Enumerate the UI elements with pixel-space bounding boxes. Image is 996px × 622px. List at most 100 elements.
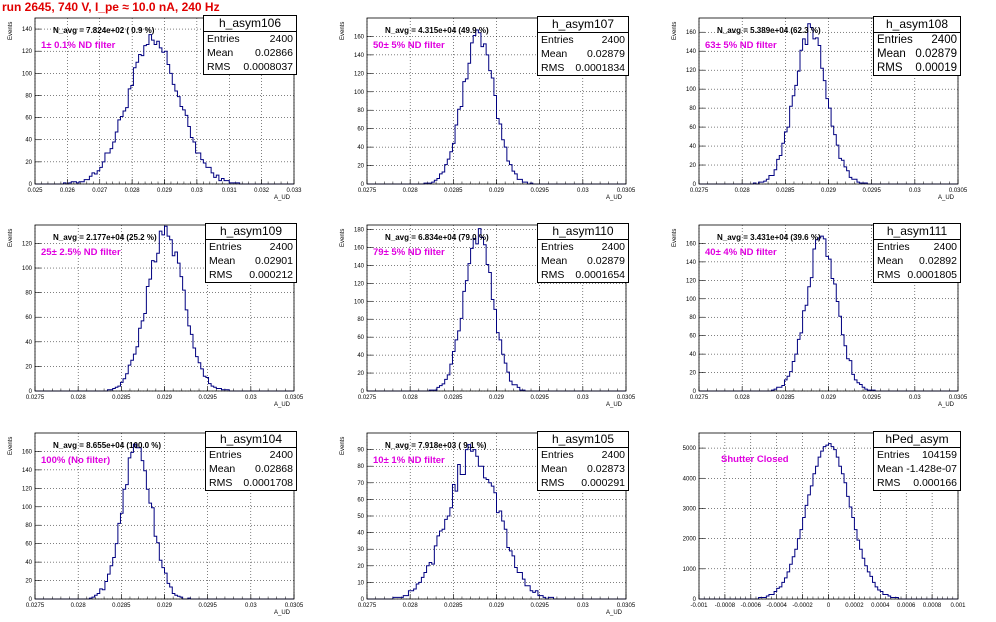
stats-mean-row: Mean -1.428e-07	[874, 462, 960, 476]
y-tick-label: 20	[689, 163, 696, 169]
y-tick-label: 60	[25, 542, 32, 548]
y-tick-label: 3000	[683, 506, 697, 512]
navg-label: N_avg = 6.834e+04 (79.0 %)	[385, 233, 489, 242]
histogram-name: h_asym107	[538, 17, 628, 33]
stats-mean-row: Mean 0.02873	[538, 462, 628, 476]
y-tick-label: 160	[354, 245, 365, 251]
y-tick-label: 80	[25, 523, 32, 529]
y-axis-label: Events	[340, 228, 346, 247]
x-axis-label: A_UD	[606, 402, 623, 408]
y-tick-label: 100	[22, 71, 33, 77]
y-tick-label: 60	[689, 334, 696, 340]
stats-entries-row: Entries 104159	[874, 448, 960, 462]
stats-box: h_asym110 Entries 2400 Mean 0.02879 RMS 0.0001…	[537, 223, 629, 283]
filter-label: 50± 5% ND filter	[373, 40, 445, 51]
stats-rms-value: 0.0001654	[575, 269, 625, 281]
x-axis-label: A_UD	[274, 195, 291, 201]
x-tick-label: 0.028	[403, 395, 419, 401]
x-tick-label: 0.0295	[530, 188, 549, 194]
navg-label: N_avg = 7.918e+03 ( 9.1 %)	[385, 441, 487, 450]
y-tick-label: 40	[25, 340, 32, 346]
stats-entries-label: Entries	[877, 449, 910, 461]
stats-mean-value: 0.02873	[587, 463, 625, 475]
stats-box: h_asym111 Entries 2400 Mean 0.02892 RMS 0.0001…	[873, 223, 961, 283]
x-axis-label: A_UD	[938, 195, 955, 201]
stats-entries-label: Entries	[877, 241, 910, 253]
x-tick-label: 0.033	[286, 188, 302, 194]
y-tick-label: 60	[357, 127, 364, 133]
y-tick-label: 5000	[683, 446, 697, 452]
stats-rms-row: RMS 0.000212	[206, 268, 296, 282]
x-axis-label: A_UD	[606, 195, 623, 201]
x-tick-label: 0.03	[191, 188, 203, 194]
x-tick-label: 0.025	[27, 188, 43, 194]
y-tick-label: 80	[357, 464, 364, 470]
filter-label: Shutter Closed	[721, 454, 789, 465]
y-tick-label: 40	[25, 560, 32, 566]
x-tick-label: -0.0002	[792, 603, 813, 609]
stats-rms-label: RMS	[209, 477, 233, 489]
stats-entries-value: 104159	[921, 449, 957, 461]
y-tick-label: 120	[22, 486, 33, 492]
x-tick-label: 0.0285	[112, 395, 131, 401]
stats-entries-row: Entries 2400	[538, 448, 628, 462]
y-tick-label: 4000	[683, 476, 697, 482]
stats-entries-value: 2400	[601, 241, 625, 253]
y-tick-label: 120	[354, 71, 365, 77]
histogram-panel-h_asym111: 0.0275 0.028 0.0285 0.029 0.0295 0.03 0.0305 0 2…	[664, 207, 996, 414]
histogram-panel-h_asym109: 0.0275 0.028 0.0285 0.029 0.0295 0.03 0.0305 0 2…	[0, 207, 332, 414]
stats-mean-value: 0.02901	[255, 255, 293, 267]
x-tick-label: 0.0275	[358, 603, 377, 609]
y-tick-label: 20	[25, 160, 32, 166]
y-tick-label: 20	[357, 371, 364, 377]
histogram-plot: -0.001 -0.0008 -0.0006 -0.0004 -0.0002 0 0.000…	[683, 432, 966, 609]
x-axis-label: A_UD	[606, 610, 623, 616]
y-tick-label: 40	[689, 352, 696, 358]
stats-rms-row: RMS 0.0001805	[874, 268, 960, 282]
y-tick-label: 20	[357, 164, 364, 170]
page-title: run 2645, 740 V, I_pe ≈ 10.0 nA, 240 Hz	[2, 0, 220, 14]
stats-entries-value: 2400	[601, 449, 625, 461]
stats-box: h_asym107 Entries 2400 Mean 0.02879 RMS 0.0001…	[537, 16, 629, 76]
stats-entries-row: Entries 2400	[874, 33, 960, 47]
x-tick-label: 0.029	[157, 395, 173, 401]
y-tick-label: 40	[25, 138, 32, 144]
y-axis-label: Events	[672, 21, 678, 40]
x-tick-label: -0.0004	[767, 603, 788, 609]
stats-entries-label: Entries	[541, 34, 574, 46]
y-tick-label: 180	[354, 227, 365, 233]
stats-mean-row: Mean 0.02868	[206, 462, 296, 476]
histogram-plot: 0.0275 0.028 0.0285 0.029 0.0295 0.03 0.0305 0 2…	[686, 17, 968, 194]
y-tick-label: 0	[361, 597, 365, 603]
stats-mean-label: Mean	[877, 255, 904, 267]
navg-label: N_avg = 8.655e+04 (100.0 %)	[53, 441, 162, 450]
x-tick-label: 0.031	[222, 188, 238, 194]
stats-mean-row: Mean 0.02879	[538, 47, 628, 61]
y-tick-label: 40	[357, 145, 364, 151]
x-tick-label: 0.0285	[444, 395, 463, 401]
stats-mean-row: Mean 0.02879	[538, 254, 628, 268]
y-axis-label: Events	[8, 21, 14, 40]
stats-entries-row: Entries 2400	[206, 240, 296, 254]
histogram-plot: 0.0275 0.028 0.0285 0.029 0.0295 0.03 0.0305 0 2…	[22, 432, 304, 609]
histogram-name: h_asym104	[206, 432, 296, 448]
y-tick-label: 100	[354, 299, 365, 305]
x-tick-label: 0.0295	[198, 395, 217, 401]
y-tick-label: 80	[25, 291, 32, 297]
y-tick-label: 120	[22, 49, 33, 55]
histogram-name: h_asym110	[538, 224, 628, 240]
y-tick-label: 40	[689, 144, 696, 150]
x-tick-label: 0.0004	[871, 603, 890, 609]
x-tick-label: 0.029	[821, 188, 837, 194]
histogram-plot: 0.0275 0.028 0.0285 0.029 0.0295 0.03 0.0305 0 1…	[357, 432, 636, 609]
stats-entries-row: Entries 2400	[206, 448, 296, 462]
x-tick-label: 0.0285	[444, 603, 463, 609]
x-tick-label: 0.0295	[530, 603, 549, 609]
filter-label: 63± 5% ND filter	[705, 40, 777, 51]
x-tick-label: 0.0295	[198, 603, 217, 609]
y-tick-label: 120	[686, 68, 697, 74]
y-tick-label: 160	[22, 449, 33, 455]
y-tick-label: 1000	[683, 567, 697, 573]
y-tick-label: 100	[22, 266, 33, 272]
y-tick-label: 20	[25, 579, 32, 585]
